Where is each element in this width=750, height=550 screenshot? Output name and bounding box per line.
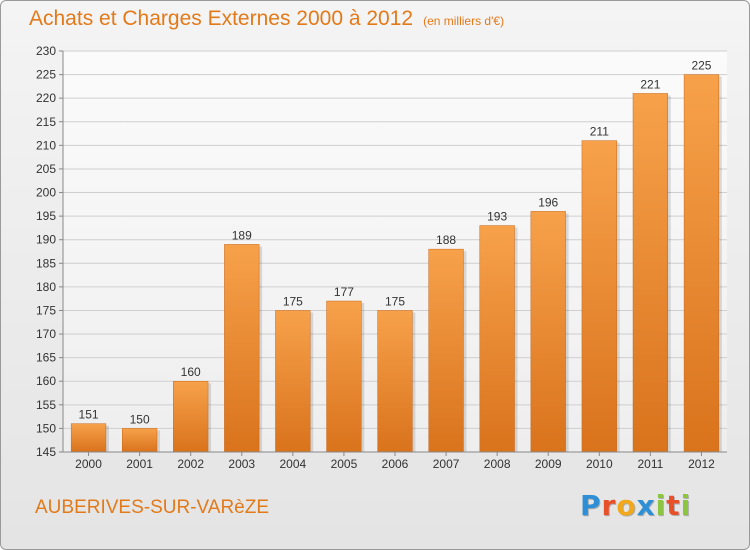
x-axis: 2000 2001 2002 2003 2004 2005 2006 2007 2008 2009… [63, 451, 727, 471]
y-tick-label: 195 [36, 209, 56, 223]
logo-letter: t [666, 489, 681, 522]
data-label-2005: 177 [334, 285, 354, 299]
y-tick-label: 200 [36, 186, 56, 200]
data-label-2002: 160 [181, 365, 201, 379]
data-label-2007: 188 [436, 233, 456, 247]
chart-subtitle: (en milliers d'€) [423, 14, 505, 28]
logo-letter: x [636, 489, 656, 522]
x-tick-label-2000: 2000 [75, 457, 102, 471]
y-axis: 145 150 155 160 165 170 175 180 185 190 195 200 205 2… [36, 44, 64, 459]
data-label-2009: 196 [538, 195, 558, 209]
title-text: Achats et Charges Externes 2000 à 2012 [29, 7, 414, 30]
bar-2008 [479, 225, 515, 453]
x-tick-label-2011: 2011 [637, 457, 663, 471]
x-tick-label-2002: 2002 [177, 457, 204, 471]
y-tick-label: 150 [36, 421, 56, 435]
bar-2011 [632, 93, 669, 453]
bar-2000 [70, 423, 107, 453]
data-label-2006: 175 [385, 294, 405, 308]
town-name: AUBERIVES-SUR-VARèZE [35, 497, 270, 518]
bar-2002 [173, 380, 209, 453]
y-tick-label: 225 [36, 68, 56, 82]
y-tick-label: 160 [36, 374, 56, 388]
x-tick-label-2010: 2010 [586, 457, 613, 471]
logo-letter: P [580, 489, 602, 522]
y-tick-label: 175 [36, 303, 56, 317]
bar-2001 [121, 428, 158, 453]
proxiti-logo: Proxiti [580, 489, 691, 522]
y-tick-label: 205 [36, 162, 56, 176]
x-tick-label-2001: 2001 [126, 457, 153, 471]
y-tick-label: 220 [36, 91, 56, 105]
bar-2012 [683, 74, 720, 453]
y-tick-label: 190 [36, 233, 56, 247]
data-label-2011: 221 [640, 77, 660, 91]
x-tick-label-2009: 2009 [535, 457, 562, 471]
y-tick-label: 185 [36, 256, 56, 270]
data-label-2003: 189 [232, 228, 252, 242]
y-tick-label: 230 [36, 44, 56, 58]
y-tick-label: 210 [36, 138, 56, 152]
x-tick-label-2012: 2012 [688, 457, 715, 471]
bar-2004 [275, 310, 311, 453]
data-label-2008: 193 [487, 210, 507, 224]
logo-letter: o [616, 489, 637, 522]
bar-2003 [224, 244, 260, 453]
x-tick-label-2003: 2003 [228, 457, 255, 471]
data-label-2010: 211 [590, 125, 609, 139]
data-label-2004: 175 [283, 294, 303, 308]
y-tick-label: 180 [36, 280, 56, 294]
x-tick-label-2008: 2008 [484, 457, 511, 471]
logo-letter: i [655, 489, 667, 522]
y-tick-label: 155 [36, 398, 56, 412]
bar-2006 [377, 310, 413, 453]
y-tick-label: 145 [36, 445, 56, 459]
data-label-2001: 150 [130, 412, 150, 426]
data-label-2012: 225 [691, 59, 711, 73]
y-tick-label: 165 [36, 351, 56, 365]
x-tick-label-2007: 2007 [433, 457, 460, 471]
chart-title: Achats et Charges Externes 2000 à 2012 (e… [29, 7, 504, 31]
x-tick-label-2006: 2006 [382, 457, 409, 471]
logo-letter: i [680, 489, 692, 522]
data-label-2000: 151 [79, 408, 99, 422]
x-tick-label-2004: 2004 [279, 457, 306, 471]
y-tick-label: 215 [36, 115, 56, 129]
logo-letter: r [601, 489, 617, 522]
y-tick-label: 170 [36, 327, 56, 341]
bar-2005 [326, 300, 362, 453]
bar-2007 [428, 248, 464, 453]
bar-2010 [581, 140, 617, 453]
bar-2009 [530, 211, 566, 453]
x-tick-label-2005: 2005 [331, 457, 358, 471]
